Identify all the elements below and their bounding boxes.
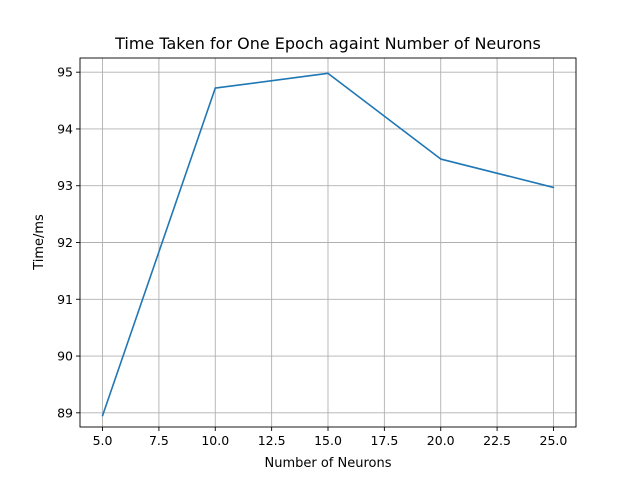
y-tick-label: 92 [57, 235, 73, 250]
x-tick-label: 15.0 [314, 433, 342, 448]
y-tick-label: 94 [57, 121, 73, 136]
y-tick-label: 95 [57, 65, 73, 80]
chart-title: Time Taken for One Epoch againt Number o… [114, 34, 541, 53]
x-tick-label: 17.5 [370, 433, 398, 448]
data-point [552, 186, 555, 189]
data-point [101, 414, 104, 417]
x-tick-label: 12.5 [258, 433, 286, 448]
grid [80, 58, 576, 427]
data-point [327, 72, 329, 75]
y-tick-label: 91 [57, 292, 73, 307]
y-tick-label: 89 [57, 405, 73, 420]
x-tick-label: 20.0 [427, 433, 455, 448]
x-axis-label: Number of Neurons [264, 456, 391, 471]
x-ticks: 5.0 7.5 10.0 12.5 15.0 17.5 20.0 22.5 25.0 [93, 427, 568, 448]
x-tick-label: 7.5 [149, 433, 169, 448]
x-tick-label: 22.5 [483, 433, 511, 448]
data-point [439, 158, 442, 160]
y-tick-label: 90 [57, 349, 73, 364]
y-ticks: 89 90 91 92 93 94 95 [57, 65, 80, 420]
data-point [214, 87, 217, 89]
y-axis-label: Time/ms [32, 214, 47, 271]
x-tick-label: 25.0 [540, 433, 568, 448]
y-tick-label: 93 [57, 178, 73, 193]
x-tick-label: 10.0 [201, 433, 229, 448]
series-layer [101, 72, 555, 417]
x-tick-label: 5.0 [93, 433, 113, 448]
